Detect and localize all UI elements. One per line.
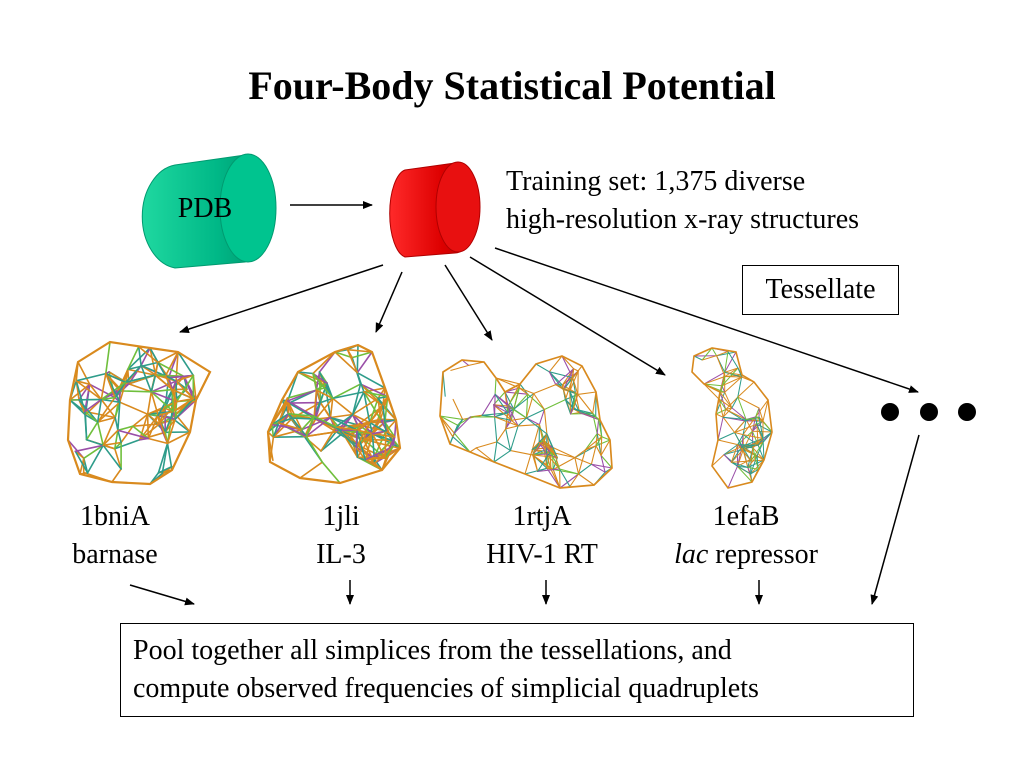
structure-name: barnase [72, 539, 158, 570]
structure-name: HIV-1 RT [486, 539, 598, 570]
structure-1efaB-mesh [691, 347, 773, 489]
structure-label-1bniA: 1bniA barnase [5, 498, 225, 574]
arrow-1bniA-to-pool [129, 584, 195, 606]
arrow-to-more [494, 247, 919, 393]
training-set-cylinder-icon [389, 161, 481, 258]
training-set-line-1: Training set: 1,375 diverse [506, 166, 806, 197]
pdb-label: PDB [178, 193, 232, 224]
structure-1jli-mesh [266, 343, 402, 485]
structure-label-1jli: 1jli IL-3 [231, 498, 451, 574]
pdb-cylinder-icon [141, 153, 277, 269]
structure-id: 1efaB [712, 501, 780, 532]
structure-name: IL-3 [316, 539, 366, 570]
structure-label-1rtjA: 1rtjA HIV-1 RT [432, 498, 652, 574]
structure-id: 1bniA [80, 501, 150, 532]
arrow-to-1bniA [179, 264, 384, 333]
pool-box: Pool together all simplices from the tes… [120, 623, 914, 717]
pool-line-1: Pool together all simplices from the tes… [133, 635, 732, 666]
slide-title: Four-Body Statistical Potential [248, 63, 776, 108]
training-set-text: Training set: 1,375 diverse high-resolut… [506, 163, 859, 239]
tessellate-box: Tessellate [742, 265, 899, 315]
arrow-to-1efaB [469, 256, 666, 376]
structure-name: lac repressor [636, 536, 856, 574]
arrow-to-1jli [375, 271, 403, 333]
arrow-to-1rtjA [444, 264, 493, 341]
training-set-line-2: high-resolution x-ray structures [506, 204, 860, 235]
structure-label-1efaB: 1efaB lac repressor [636, 498, 856, 574]
structure-1bniA-mesh [66, 340, 212, 486]
structure-id: 1jli [322, 501, 360, 532]
pool-line-2: compute observed frequencies of simplici… [133, 673, 759, 704]
tessellate-arrows [179, 247, 919, 393]
structure-name-italic: lac [674, 539, 709, 570]
ellipsis-dots-icon [881, 403, 976, 421]
pool-arrows [129, 434, 920, 606]
structure-name-rest: repressor [708, 539, 818, 570]
arrow-more-to-pool [870, 434, 920, 605]
structure-id: 1rtjA [512, 501, 572, 532]
structure-1rtjA-mesh [439, 355, 613, 489]
